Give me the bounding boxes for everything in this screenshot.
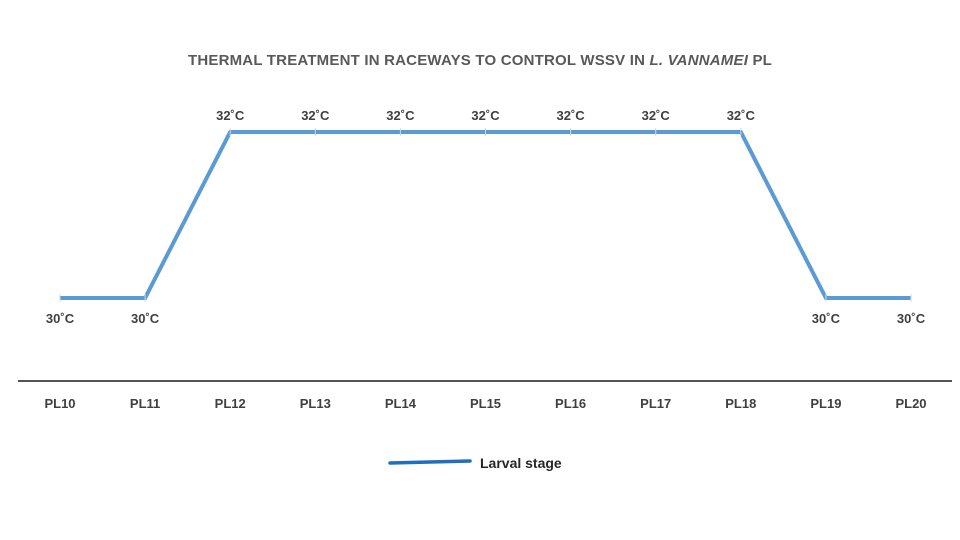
x-tick-label: PL15 (470, 396, 501, 411)
data-label: 30˚C (46, 311, 75, 326)
data-label: 32˚C (301, 108, 330, 123)
data-label: 32˚C (557, 108, 586, 123)
x-tick-label: PL16 (555, 396, 586, 411)
series-line-larval-stage (60, 130, 911, 300)
x-tick-label: PL13 (300, 396, 331, 411)
x-tick-label: PL14 (385, 396, 417, 411)
legend-swatch-line (388, 459, 472, 465)
x-tick-label: PL20 (895, 396, 926, 411)
x-tick-label: PL17 (640, 396, 671, 411)
chart-title-part-1: THERMAL TREATMENT IN RACEWAYS TO CONTROL… (187, 52, 650, 69)
data-label: 30˚C (897, 311, 926, 326)
x-tick-label: PL11 (130, 396, 160, 411)
chart-title-species: L. VANNAMEI (649, 52, 749, 69)
data-label: 30˚C (131, 311, 160, 326)
data-label: 32˚C (216, 108, 245, 123)
x-tick-label: PL12 (215, 396, 246, 411)
x-tick-label: PL18 (725, 396, 756, 411)
chart-title: THERMAL TREATMENT IN RACEWAYS TO CONTROL… (0, 52, 960, 69)
data-label: 32˚C (642, 108, 671, 123)
data-label: 30˚C (812, 311, 841, 326)
data-label: 32˚C (727, 108, 756, 123)
chart-title-part-3: PL (748, 52, 773, 69)
legend-label: Larval stage (480, 455, 562, 471)
data-label: 32˚C (386, 108, 415, 123)
x-tick-label: PL10 (44, 396, 75, 411)
x-tick-label: PL19 (810, 396, 841, 411)
data-label: 32˚C (471, 108, 500, 123)
